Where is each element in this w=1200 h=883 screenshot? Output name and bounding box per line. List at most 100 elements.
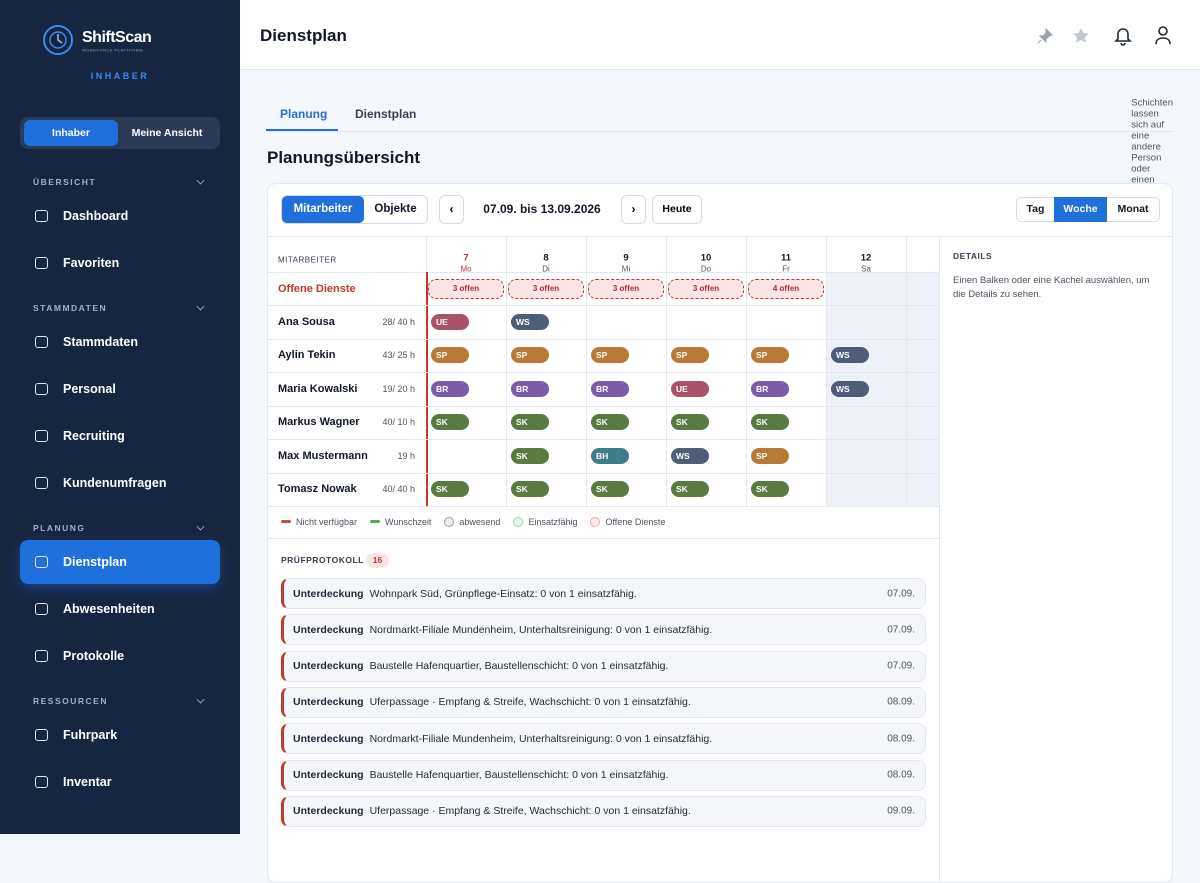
nav-icon: [35, 257, 48, 269]
log-type: Unterdeckung: [293, 732, 364, 745]
shift-chip[interactable]: SK: [431, 414, 469, 431]
log-entry[interactable]: [281, 650, 926, 682]
zoom-option[interactable]: Woche: [1054, 197, 1107, 222]
shift-chip[interactable]: SP: [591, 347, 629, 364]
user-icon[interactable]: [1154, 25, 1172, 45]
open-chip[interactable]: 3 offen: [588, 279, 664, 299]
log-entry[interactable]: [281, 578, 926, 609]
shift-chip[interactable]: BR: [751, 380, 789, 397]
shift-chip[interactable]: SP: [511, 347, 549, 364]
log-entry[interactable]: [281, 759, 926, 791]
shift-chip[interactable]: UE: [431, 313, 469, 330]
log-type: Unterdeckung: [293, 696, 364, 709]
legend-marker: [590, 517, 601, 527]
column-line: [906, 236, 907, 506]
nav-item[interactable]: Abwesenheiten: [63, 602, 155, 616]
nav-item[interactable]: Recruiting: [63, 429, 125, 443]
day-name: Mi: [621, 264, 631, 274]
shift-chip[interactable]: WS: [671, 447, 709, 464]
employee-name: Markus Wagner: [278, 416, 360, 429]
tab[interactable]: Planung: [280, 107, 328, 121]
log-message: Baustelle Hafenquartier, Baustellenschic…: [369, 769, 669, 781]
shift-chip[interactable]: SK: [751, 414, 789, 431]
log-date: 08.09.: [887, 696, 915, 708]
log-text: Unterdeckung Wohnpark Süd, Grünpflege-Ein…: [293, 588, 637, 600]
log-entry[interactable]: [281, 723, 926, 755]
nav-item[interactable]: Stammdaten: [63, 335, 139, 349]
shift-chip[interactable]: SK: [431, 481, 469, 498]
log-entry[interactable]: [281, 614, 926, 646]
shift-chip[interactable]: BR: [511, 380, 549, 397]
shift-chip[interactable]: WS: [511, 313, 549, 330]
shift-chip[interactable]: BH: [591, 447, 629, 464]
log-text: Unterdeckung Uferpassage · Empfang & Stre…: [293, 805, 691, 817]
today-button[interactable]: Heute: [652, 195, 702, 224]
tab[interactable]: Dienstplan: [355, 107, 417, 121]
shift-chip[interactable]: SK: [671, 481, 709, 498]
nav-item[interactable]: Favoriten: [63, 256, 120, 270]
log-type: Unterdeckung: [293, 769, 364, 781]
nav-item[interactable]: Protokolle: [63, 649, 125, 663]
view-option[interactable]: Mitarbeiter: [282, 196, 364, 223]
shift-chip[interactable]: SK: [751, 481, 789, 498]
employee-hours: 43/ 25 h: [382, 350, 415, 361]
next-button[interactable]: ›: [621, 195, 646, 224]
log-type: Unterdeckung: [293, 587, 364, 600]
open-chip[interactable]: 3 offen: [668, 279, 744, 299]
shift-chip[interactable]: BR: [431, 380, 469, 397]
day-name: Fr: [782, 264, 790, 274]
bell-icon[interactable]: [1114, 26, 1132, 46]
shift-chip[interactable]: SK: [591, 481, 629, 498]
shift-chip[interactable]: SP: [431, 347, 469, 364]
role-option[interactable]: Inhaber: [24, 120, 118, 146]
nav-item[interactable]: Fuhrpark: [63, 728, 118, 742]
column-header: MITARBEITER: [278, 255, 337, 265]
open-chip[interactable]: 3 offen: [428, 279, 504, 299]
log-entry[interactable]: [281, 686, 926, 718]
log-entry[interactable]: [281, 795, 926, 827]
day-number: 8: [543, 252, 549, 264]
nav-active-bg[interactable]: [20, 540, 220, 584]
star-icon[interactable]: [1072, 27, 1090, 45]
shift-chip[interactable]: SK: [511, 481, 549, 498]
nav-icon: [35, 729, 48, 741]
log-text: Unterdeckung Uferpassage · Empfang & Stre…: [293, 696, 691, 708]
shift-chip[interactable]: BR: [591, 380, 629, 397]
pin-icon[interactable]: [1036, 27, 1054, 45]
log-message: Nordmarkt-Filiale Mundenheim, Unterhalts…: [369, 732, 713, 745]
column-line: [746, 236, 747, 506]
open-chip[interactable]: 4 offen: [748, 279, 824, 299]
shift-chip[interactable]: SP: [751, 447, 789, 464]
log-message: Baustelle Hafenquartier, Baustellenschic…: [369, 660, 669, 673]
shift-chip[interactable]: SK: [511, 447, 549, 464]
shift-chip[interactable]: WS: [831, 347, 869, 364]
employee-name: Aylin Tekin: [278, 349, 336, 362]
shift-chip[interactable]: UE: [671, 380, 709, 397]
nav-item[interactable]: Dashboard: [63, 209, 129, 223]
zoom-option[interactable]: Tag: [1026, 203, 1045, 215]
zoom-option[interactable]: Monat: [1117, 203, 1149, 215]
header-border: [268, 272, 939, 273]
nav-icon: [35, 556, 48, 568]
shift-chip[interactable]: SK: [591, 414, 629, 431]
open-chip[interactable]: 3 offen: [508, 279, 584, 299]
nav-item[interactable]: Personal: [63, 382, 116, 396]
view-option[interactable]: Objekte: [374, 203, 417, 215]
nav-item[interactable]: Kundenumfragen: [63, 476, 167, 490]
shift-chip[interactable]: SK: [671, 414, 709, 431]
day-name: Sa: [861, 264, 871, 274]
day-number: 12: [860, 252, 872, 264]
employee-hours: 40/ 40 h: [382, 484, 415, 495]
role-option[interactable]: Meine Ansicht: [131, 127, 203, 139]
day-number: 7: [463, 252, 469, 264]
shift-chip[interactable]: SK: [511, 414, 549, 431]
nav-item[interactable]: Inventar: [63, 775, 112, 789]
prev-button[interactable]: ‹: [439, 195, 464, 224]
shift-chip[interactable]: SP: [751, 347, 789, 364]
nav-item[interactable]: Dienstplan: [63, 555, 127, 569]
shift-chip[interactable]: SP: [671, 347, 709, 364]
shift-chip[interactable]: WS: [831, 380, 869, 397]
section-title: Planungsübersicht: [267, 148, 421, 167]
row-border: [268, 305, 939, 306]
